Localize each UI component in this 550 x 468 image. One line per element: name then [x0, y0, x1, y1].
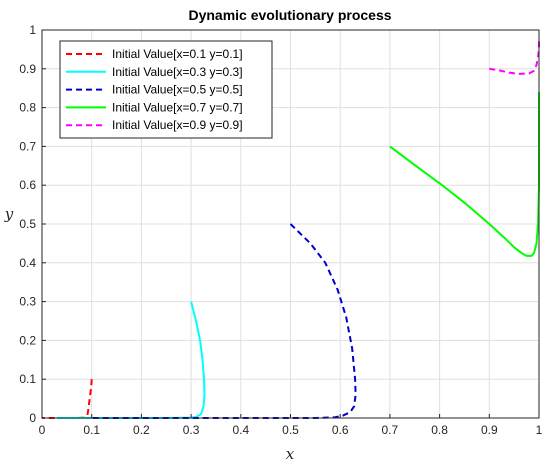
x-axis-label: x: [286, 445, 295, 463]
legend: Initial Value[x=0.1 y=0.1] Initial Value[…: [59, 40, 273, 139]
x-tick-label: 1: [536, 423, 543, 437]
y-tick-label: 0.7: [19, 139, 36, 153]
y-tick-label: 0: [29, 411, 36, 425]
x-tick-label: 0.6: [332, 423, 349, 437]
y-tick-label: 1: [29, 23, 36, 37]
legend-label-3: Initial Value[x=0.5 y=0.5]: [112, 83, 243, 97]
x-tick-label: 0.8: [431, 423, 448, 437]
y-tick-label: 0.8: [19, 101, 36, 115]
x-tick-label: 0: [39, 423, 46, 437]
y-tick-label: 0.2: [19, 333, 36, 347]
series-line-1: [42, 379, 93, 419]
x-tick-label: 0.3: [183, 423, 200, 437]
x-tick-label: 0.1: [83, 423, 100, 437]
y-axis-label: y: [4, 205, 14, 223]
y-tick-label: 0.6: [19, 178, 36, 192]
y-tick-label: 0.1: [19, 372, 36, 386]
ticks: 0 0.1 0.2 0.3 0.4 0.5 0.6 0.7 0.8 0.9 1 0 0.1 0.2 0.3 0…: [19, 23, 542, 437]
y-tick-label: 0.3: [19, 295, 36, 309]
chart-title: Dynamic evolutionary process: [188, 7, 391, 23]
legend-label-5: Initial Value[x=0.9 y=0.9]: [112, 118, 243, 132]
x-tick-label: 0.2: [133, 423, 150, 437]
x-tick-label: 0.9: [481, 423, 498, 437]
legend-label-2: Initial Value[x=0.3 y=0.3]: [112, 65, 243, 79]
y-tick-label: 0.5: [19, 217, 36, 231]
legend-box: [59, 40, 273, 139]
x-tick-label: 0.5: [282, 423, 299, 437]
legend-label-1: Initial Value[x=0.1 y=0.1]: [112, 47, 243, 61]
x-tick-label: 0.4: [232, 423, 249, 437]
series-line-4: [389, 92, 540, 257]
legend-label-4: Initial Value[x=0.7 y=0.7]: [112, 100, 243, 114]
x-tick-label: 0.7: [382, 423, 399, 437]
y-tick-label: 0.4: [19, 256, 36, 270]
y-tick-label: 0.9: [19, 62, 36, 76]
